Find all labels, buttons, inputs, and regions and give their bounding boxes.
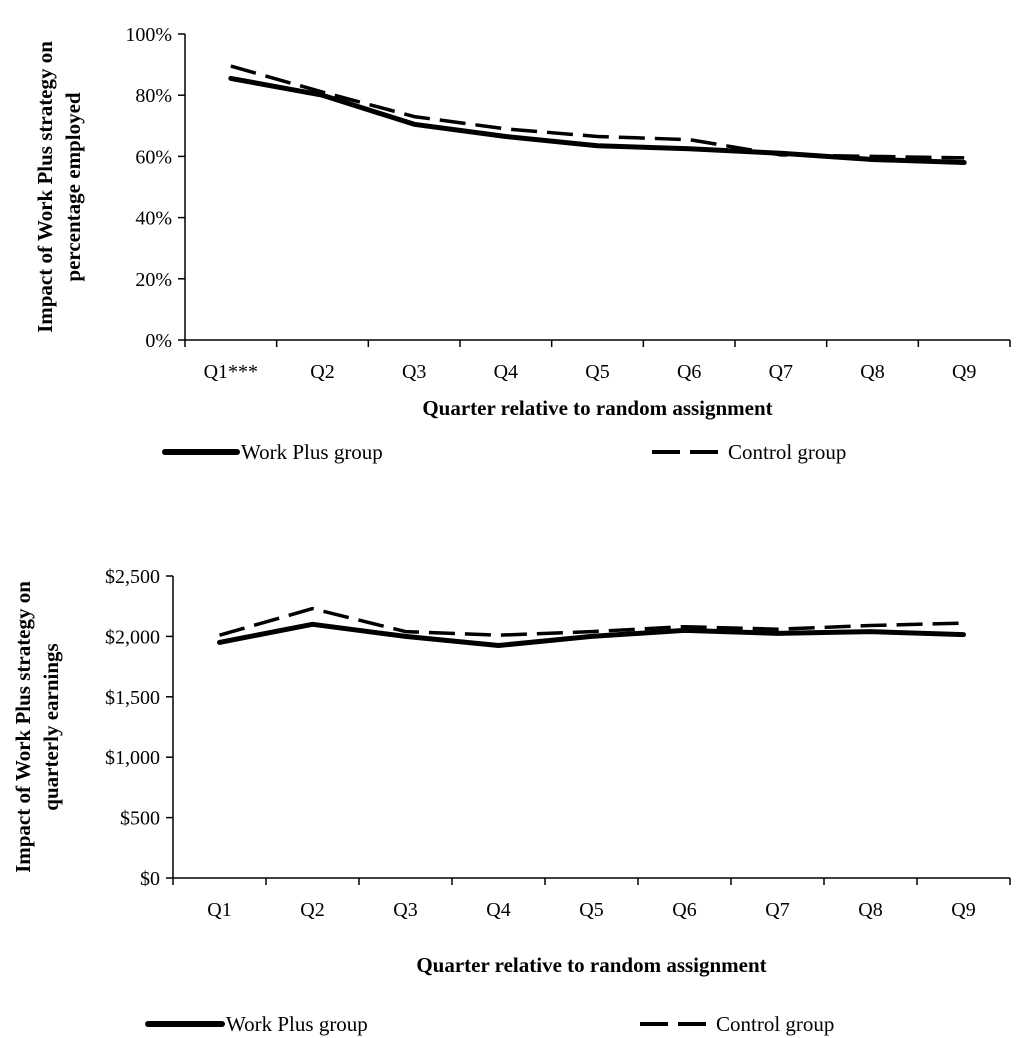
- y-tick-label: 20%: [135, 269, 172, 291]
- x-tick-label: Q7: [769, 361, 793, 383]
- y-tick-label: 80%: [135, 85, 172, 107]
- x-tick-label: Q9: [951, 899, 975, 921]
- x-tick-label: Q5: [585, 361, 609, 383]
- x-tick-label: Q4: [486, 899, 510, 921]
- x-tick-label: Q8: [858, 899, 882, 921]
- chart-1: 0% 20% 40% 60% 80% 100% Q1*** Q2 Q3 Q4 Q5 Q6 Q7 Q8 Q9 Q…: [33, 24, 1011, 464]
- series-line-control: [219, 606, 964, 637]
- x-tick-label: Q2: [300, 899, 324, 921]
- y-tick-label: $2,500: [105, 566, 160, 588]
- legend-label-work-plus: Work Plus group: [241, 440, 383, 464]
- series-line-work-plus: [217, 621, 966, 648]
- legend-label-control: Control group: [716, 1012, 834, 1036]
- series-line-work-plus: [228, 75, 967, 165]
- series-line-control: [230, 64, 965, 160]
- x-tick-label: Q1***: [204, 361, 258, 383]
- y-tick-label: $1,000: [105, 747, 160, 769]
- y-axis-title: Impact of Work Plus strategy on: [33, 41, 57, 333]
- x-tick-label: Q2: [310, 361, 334, 383]
- chart-2: $0 $500 $1,000 $1,500 $2,000 $2,500 Q1 Q2 Q3 Q4 Q5…: [11, 566, 1011, 1036]
- x-tick-label: Q1: [207, 899, 231, 921]
- x-axis-title: Quarter relative to random assignment: [422, 396, 772, 420]
- y-axis-title: Impact of Work Plus strategy on: [11, 581, 35, 873]
- y-tick-label: $500: [120, 808, 160, 830]
- y-tick-label: $0: [140, 868, 160, 890]
- x-tick-label: Q6: [677, 361, 701, 383]
- y-axis-title: percentage employed: [61, 92, 85, 281]
- legend-label-work-plus: Work Plus group: [226, 1012, 368, 1036]
- y-axis-title: quarterly earnings: [39, 643, 63, 810]
- legend-label-control: Control group: [728, 440, 846, 464]
- x-tick-label: Q5: [579, 899, 603, 921]
- y-tick-label: 0%: [145, 330, 172, 352]
- x-tick-label: Q8: [860, 361, 884, 383]
- x-tick-label: Q4: [494, 361, 518, 383]
- x-tick-label: Q3: [402, 361, 426, 383]
- x-tick-label: Q9: [952, 361, 976, 383]
- y-tick-label: 40%: [135, 208, 172, 230]
- x-tick-label: Q6: [672, 899, 696, 921]
- y-tick-label: 60%: [135, 146, 172, 168]
- y-tick-label: $1,500: [105, 687, 160, 709]
- y-tick-label: $2,000: [105, 626, 160, 648]
- x-tick-label: Q7: [765, 899, 789, 921]
- y-tick-label: 100%: [125, 24, 172, 46]
- x-axis-title: Quarter relative to random assignment: [416, 953, 766, 977]
- x-tick-label: Q3: [393, 899, 417, 921]
